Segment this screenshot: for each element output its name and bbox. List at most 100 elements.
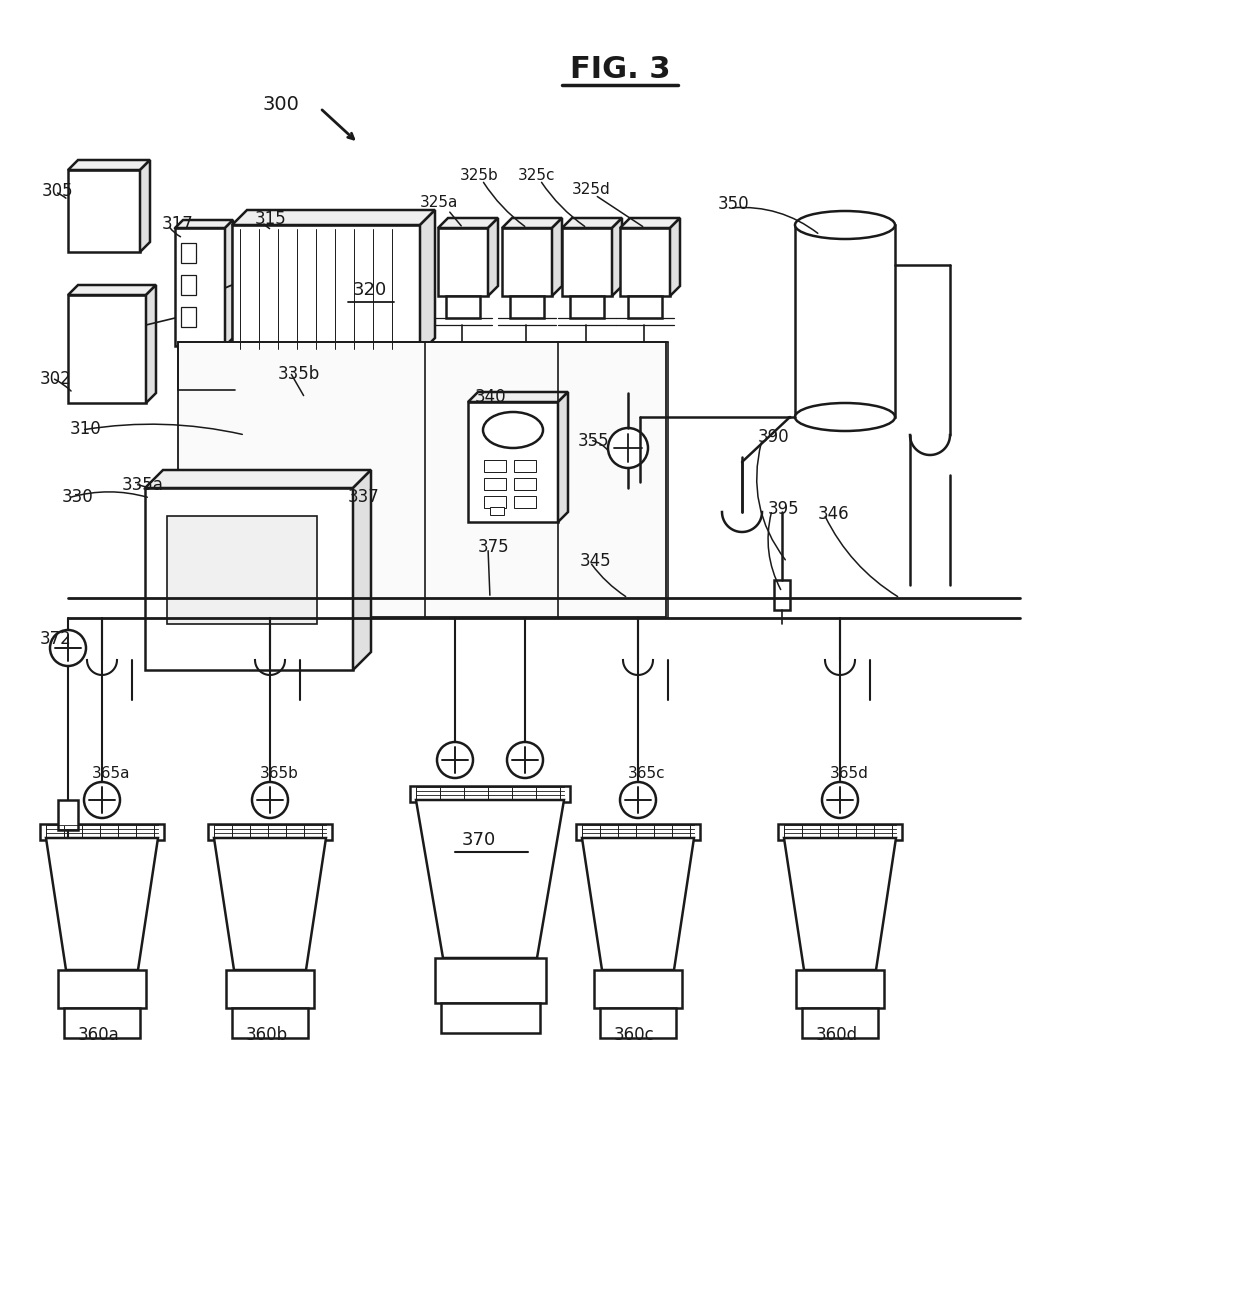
Polygon shape: [438, 218, 498, 228]
Polygon shape: [415, 800, 564, 958]
Bar: [577, 824, 701, 840]
Polygon shape: [438, 228, 489, 297]
Polygon shape: [236, 384, 305, 395]
Polygon shape: [353, 470, 371, 670]
Polygon shape: [367, 384, 377, 474]
Circle shape: [84, 782, 120, 817]
Circle shape: [608, 428, 649, 468]
Circle shape: [252, 782, 288, 817]
Circle shape: [620, 782, 656, 817]
Text: 346: 346: [818, 505, 849, 523]
Polygon shape: [502, 228, 552, 297]
Polygon shape: [68, 160, 150, 171]
Text: 365d: 365d: [830, 766, 869, 781]
Text: 325c: 325c: [518, 168, 556, 182]
Bar: [600, 1008, 676, 1038]
Bar: [774, 580, 790, 610]
Polygon shape: [308, 384, 377, 395]
Polygon shape: [232, 210, 435, 224]
Bar: [167, 516, 317, 625]
Bar: [181, 243, 196, 262]
Polygon shape: [68, 285, 156, 295]
Ellipse shape: [484, 412, 543, 447]
Polygon shape: [489, 218, 498, 297]
Polygon shape: [784, 838, 897, 970]
Ellipse shape: [795, 403, 895, 432]
Polygon shape: [295, 384, 305, 474]
Bar: [490, 506, 503, 516]
Text: 360d: 360d: [816, 1026, 858, 1044]
Bar: [515, 478, 536, 489]
Bar: [515, 496, 536, 508]
Polygon shape: [232, 224, 420, 353]
Text: 365b: 365b: [260, 766, 299, 781]
Bar: [435, 958, 546, 1002]
Text: 325b: 325b: [460, 168, 498, 182]
Polygon shape: [670, 218, 680, 297]
Bar: [484, 478, 506, 489]
Polygon shape: [68, 295, 146, 403]
Polygon shape: [236, 395, 295, 474]
Bar: [208, 824, 332, 840]
Bar: [777, 824, 901, 840]
Polygon shape: [145, 470, 371, 488]
Bar: [515, 461, 536, 472]
Polygon shape: [215, 838, 326, 970]
Circle shape: [50, 630, 86, 666]
Text: 360c: 360c: [614, 1026, 655, 1044]
Bar: [446, 297, 480, 318]
Polygon shape: [175, 220, 233, 228]
Text: 325d: 325d: [572, 182, 611, 197]
Bar: [58, 970, 146, 1008]
Text: 350: 350: [718, 195, 750, 213]
Text: 310: 310: [69, 420, 102, 438]
Text: 340: 340: [475, 388, 507, 405]
Bar: [58, 800, 78, 830]
Text: 345: 345: [580, 552, 611, 569]
Text: 320: 320: [353, 281, 387, 299]
Bar: [484, 461, 506, 472]
Text: 325a: 325a: [420, 195, 459, 210]
Bar: [226, 970, 314, 1008]
Text: 375: 375: [477, 538, 510, 556]
Bar: [181, 307, 196, 327]
Bar: [64, 1008, 140, 1038]
Bar: [627, 297, 662, 318]
Polygon shape: [552, 218, 562, 297]
Polygon shape: [420, 210, 435, 353]
Text: 360a: 360a: [78, 1026, 120, 1044]
Text: 365c: 365c: [627, 766, 666, 781]
Bar: [441, 1002, 539, 1033]
Text: 370: 370: [463, 830, 496, 849]
Text: 355: 355: [578, 432, 610, 450]
Bar: [179, 342, 666, 617]
Polygon shape: [145, 488, 353, 670]
Polygon shape: [562, 218, 622, 228]
Polygon shape: [502, 218, 562, 228]
Bar: [802, 1008, 878, 1038]
Text: 305: 305: [42, 182, 73, 199]
Circle shape: [436, 743, 472, 778]
Text: 330: 330: [62, 488, 94, 506]
Circle shape: [507, 743, 543, 778]
Bar: [40, 824, 164, 840]
Polygon shape: [467, 401, 558, 522]
Polygon shape: [467, 392, 568, 401]
Polygon shape: [558, 392, 568, 522]
Polygon shape: [613, 218, 622, 297]
Bar: [484, 496, 506, 508]
Text: 315: 315: [255, 210, 286, 228]
Text: 335b: 335b: [278, 365, 320, 383]
Polygon shape: [140, 160, 150, 252]
Polygon shape: [620, 218, 680, 228]
Bar: [181, 276, 196, 295]
Text: 337: 337: [348, 488, 379, 506]
Bar: [410, 786, 570, 802]
Text: 302: 302: [40, 370, 72, 388]
Polygon shape: [562, 228, 613, 297]
Bar: [795, 224, 895, 417]
Text: 335a: 335a: [122, 476, 164, 495]
Bar: [510, 297, 544, 318]
Polygon shape: [308, 395, 367, 474]
Text: 317: 317: [162, 215, 193, 234]
